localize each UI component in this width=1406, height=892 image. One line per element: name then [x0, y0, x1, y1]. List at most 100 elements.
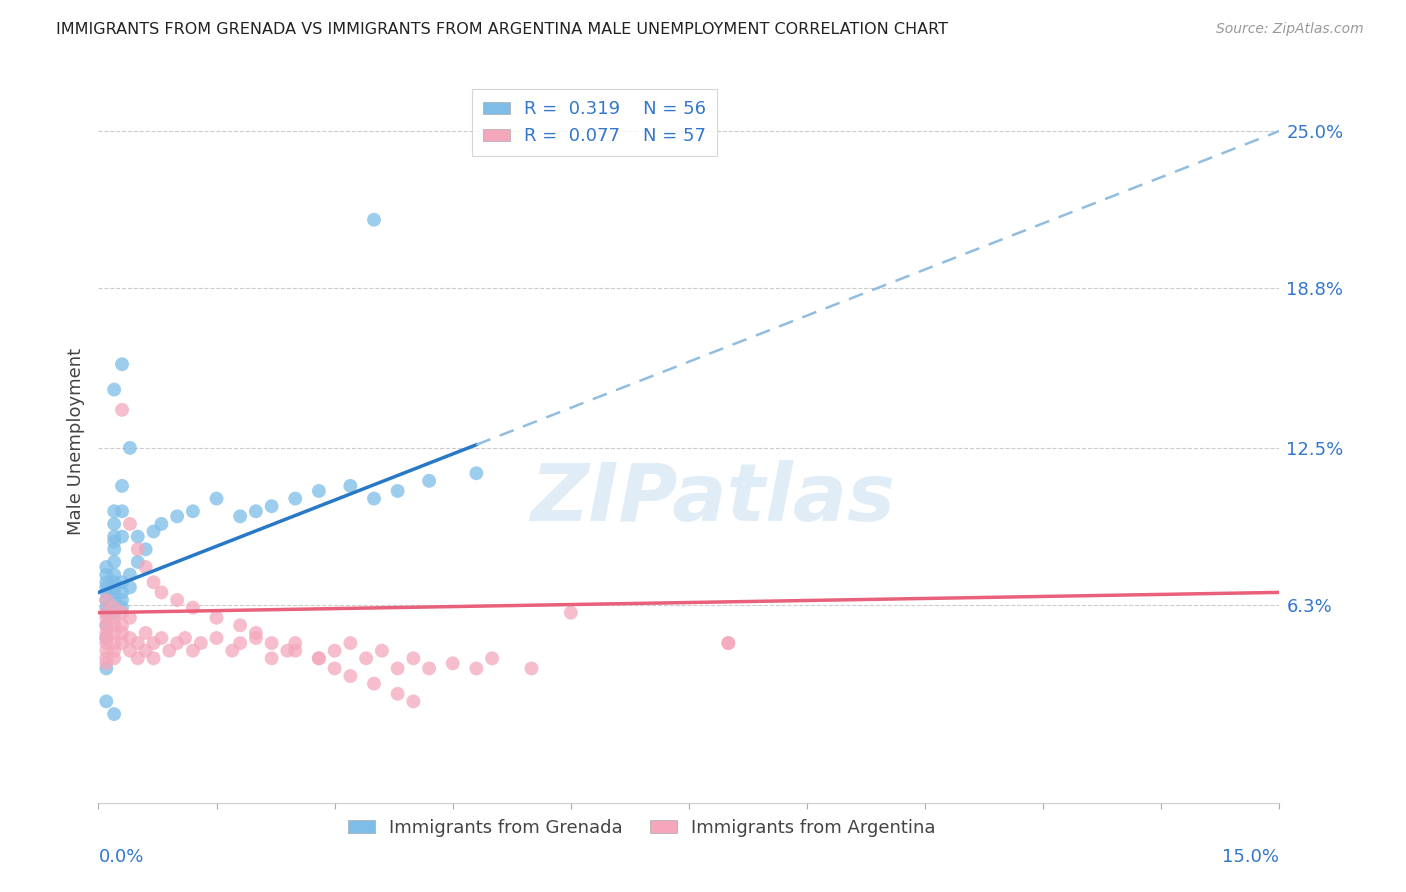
Point — [111, 593, 134, 607]
Point — [127, 636, 149, 650]
Point — [205, 491, 228, 506]
Point — [96, 585, 118, 599]
Point — [363, 676, 385, 690]
Text: ZIPatlas: ZIPatlas — [530, 460, 896, 539]
Point — [96, 606, 118, 620]
Point — [111, 402, 134, 417]
Point — [118, 580, 141, 594]
Point — [118, 441, 141, 455]
Point — [103, 643, 125, 657]
Point — [96, 593, 118, 607]
Point — [96, 567, 118, 582]
Point — [118, 631, 141, 645]
Text: 0.0%: 0.0% — [98, 848, 143, 866]
Point — [717, 636, 740, 650]
Point — [103, 542, 125, 557]
Point — [103, 580, 125, 594]
Point — [127, 555, 149, 569]
Point — [339, 636, 361, 650]
Point — [96, 575, 118, 590]
Point — [465, 661, 488, 675]
Point — [103, 593, 125, 607]
Point — [371, 643, 394, 657]
Point — [276, 643, 298, 657]
Point — [127, 542, 149, 557]
Point — [111, 575, 134, 590]
Point — [142, 651, 165, 665]
Point — [229, 636, 252, 650]
Point — [402, 694, 425, 708]
Point — [284, 643, 307, 657]
Point — [96, 618, 118, 632]
Point — [166, 636, 188, 650]
Point — [387, 687, 409, 701]
Point — [260, 651, 283, 665]
Point — [402, 651, 425, 665]
Point — [441, 657, 464, 671]
Point — [96, 631, 118, 645]
Point — [118, 611, 141, 625]
Point — [96, 631, 118, 645]
Point — [111, 626, 134, 640]
Point — [111, 530, 134, 544]
Point — [103, 585, 125, 599]
Point — [323, 643, 346, 657]
Point — [96, 606, 118, 620]
Point — [284, 491, 307, 506]
Point — [96, 694, 118, 708]
Point — [142, 575, 165, 590]
Point — [96, 560, 118, 574]
Point — [111, 504, 134, 518]
Point — [142, 636, 165, 650]
Point — [96, 611, 118, 625]
Point — [245, 504, 267, 518]
Point — [127, 530, 149, 544]
Point — [418, 474, 440, 488]
Point — [103, 504, 125, 518]
Point — [96, 657, 118, 671]
Point — [166, 509, 188, 524]
Point — [111, 636, 134, 650]
Point — [260, 499, 283, 513]
Point — [166, 593, 188, 607]
Point — [465, 467, 488, 481]
Point — [481, 651, 503, 665]
Point — [103, 567, 125, 582]
Point — [135, 560, 157, 574]
Point — [103, 626, 125, 640]
Point — [96, 661, 118, 675]
Point — [308, 483, 330, 498]
Point — [308, 651, 330, 665]
Point — [520, 661, 543, 675]
Point — [387, 483, 409, 498]
Point — [96, 618, 118, 632]
Text: 15.0%: 15.0% — [1222, 848, 1279, 866]
Point — [150, 516, 173, 531]
Point — [96, 651, 118, 665]
Point — [118, 516, 141, 531]
Point — [181, 643, 204, 657]
Point — [103, 530, 125, 544]
Point — [127, 651, 149, 665]
Point — [323, 661, 346, 675]
Point — [221, 643, 243, 657]
Point — [96, 626, 118, 640]
Point — [103, 618, 125, 632]
Text: Source: ZipAtlas.com: Source: ZipAtlas.com — [1216, 22, 1364, 37]
Point — [363, 491, 385, 506]
Point — [339, 479, 361, 493]
Point — [135, 643, 157, 657]
Point — [229, 618, 252, 632]
Point — [103, 575, 125, 590]
Point — [96, 600, 118, 615]
Point — [135, 626, 157, 640]
Point — [118, 567, 141, 582]
Point — [103, 555, 125, 569]
Point — [245, 631, 267, 645]
Point — [560, 606, 582, 620]
Point — [103, 534, 125, 549]
Point — [135, 542, 157, 557]
Point — [181, 600, 204, 615]
Point — [111, 606, 134, 620]
Point — [205, 611, 228, 625]
